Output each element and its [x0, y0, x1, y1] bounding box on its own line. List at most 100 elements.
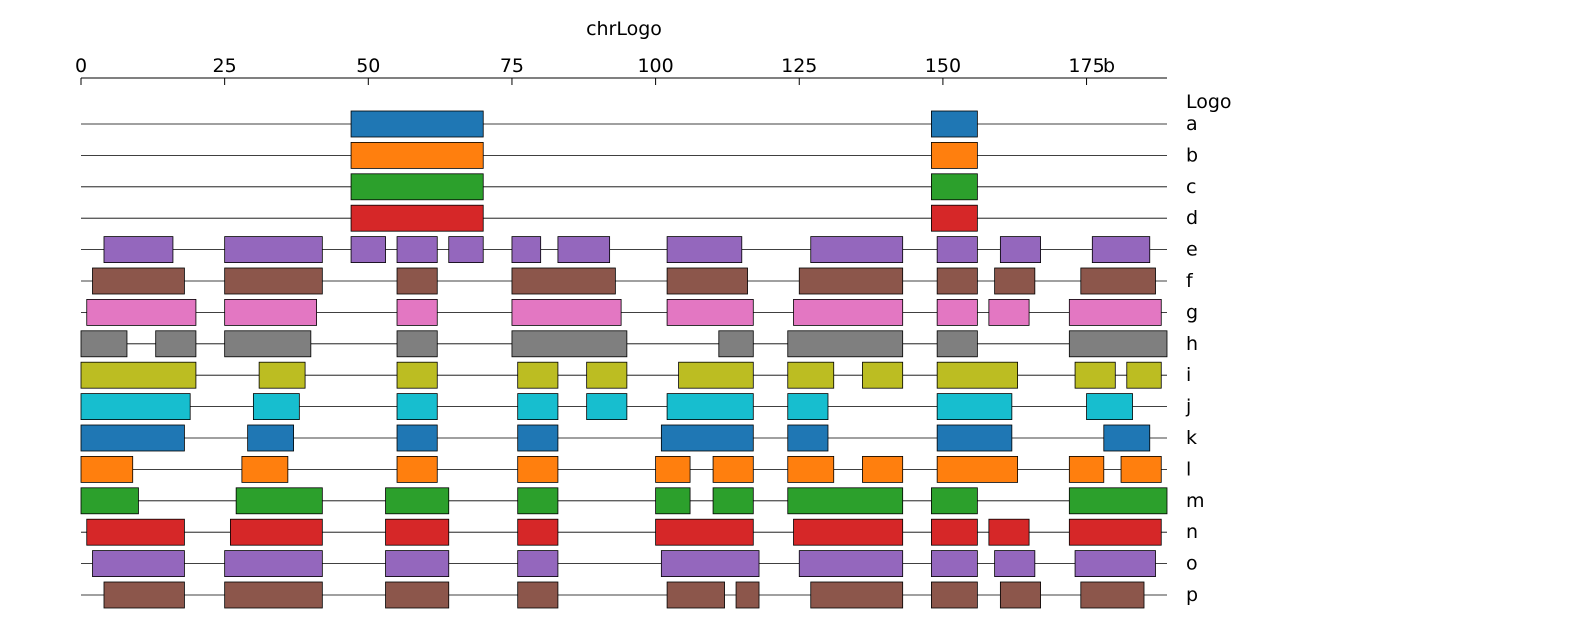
x-tick-label: 50	[356, 55, 380, 77]
segment-bar	[936, 330, 978, 358]
track-row-d: d	[81, 204, 1198, 232]
segment-bar	[931, 550, 978, 577]
segment-bar	[80, 330, 128, 358]
segment-bar	[931, 487, 978, 515]
segment-bar	[931, 173, 978, 201]
segment-bar	[396, 424, 438, 452]
track-row-n: n	[81, 518, 1198, 546]
segment-bar	[385, 487, 450, 515]
segment-bar	[235, 487, 323, 515]
segment-bar	[988, 518, 1030, 546]
track-label: j	[1185, 396, 1191, 418]
segment-bar	[396, 455, 438, 483]
segment-bar	[999, 236, 1041, 264]
track-label: i	[1186, 364, 1191, 386]
segment-bar	[1086, 393, 1133, 421]
segment-bar	[1126, 361, 1162, 389]
segment-bar	[517, 487, 559, 515]
segment-bar	[810, 581, 904, 609]
segment-bar	[155, 330, 197, 358]
segment-bar	[931, 581, 978, 609]
segment-bar	[511, 267, 616, 295]
segment-bar	[80, 487, 139, 515]
segment-bar	[660, 424, 754, 452]
segment-bar	[718, 330, 754, 358]
segment-bar	[586, 361, 628, 389]
segment-bar	[350, 173, 484, 201]
track-row-g: g	[81, 298, 1198, 326]
segment-bar	[224, 236, 323, 264]
segment-bar	[666, 236, 743, 264]
x-axis-ticks: 0 25 50 75 100 125 150 175	[75, 55, 1105, 85]
segment-bar	[385, 550, 450, 577]
segment-bar	[810, 236, 904, 264]
track-label: g	[1186, 301, 1198, 323]
segment-bar	[787, 393, 829, 421]
segment-bar	[517, 361, 559, 389]
track-label: a	[1186, 113, 1198, 135]
segment-bar	[80, 393, 191, 421]
track-row-o: o	[81, 550, 1198, 577]
segment-bar	[517, 424, 559, 452]
segment-bar	[517, 518, 559, 546]
segment-bar	[396, 361, 438, 389]
segment-bar	[798, 550, 904, 577]
track-label: p	[1186, 584, 1198, 606]
segment-bar	[80, 424, 185, 452]
segment-bar	[448, 236, 484, 264]
segment-bar	[350, 236, 386, 264]
track-row-b: b	[81, 141, 1198, 169]
segment-bar	[1068, 455, 1105, 483]
track-row-j: j	[80, 393, 1191, 421]
segment-bar	[1080, 581, 1145, 609]
segment-bar	[655, 455, 691, 483]
segment-bar	[517, 550, 559, 577]
segment-bar	[92, 267, 185, 295]
segment-bar	[793, 298, 904, 326]
segment-bar	[224, 298, 317, 326]
segment-bar	[931, 518, 978, 546]
track-row-i: i	[80, 361, 1191, 389]
segment-bar	[396, 298, 438, 326]
segment-bar	[1068, 298, 1162, 326]
track-label: b	[1186, 144, 1198, 166]
segment-bar	[396, 267, 438, 295]
segment-bar	[655, 487, 691, 515]
segment-bar	[511, 330, 628, 358]
segment-bar	[931, 204, 978, 232]
segment-bar	[678, 361, 754, 389]
track-label: d	[1186, 207, 1198, 229]
segment-bar	[862, 361, 904, 389]
track-label: c	[1186, 176, 1196, 198]
track-row-p: p	[81, 581, 1198, 609]
segment-bar	[86, 298, 197, 326]
segment-bar	[511, 236, 542, 264]
x-tick-label: 25	[213, 55, 237, 77]
x-tick-label: 100	[637, 55, 673, 77]
track-label: o	[1186, 553, 1198, 575]
segment-bar	[787, 455, 835, 483]
segment-bar	[936, 236, 978, 264]
segment-bar	[586, 393, 628, 421]
x-tick-label: 150	[925, 55, 961, 77]
segment-bar	[936, 424, 1013, 452]
segment-bar	[999, 581, 1041, 609]
segment-bar	[1074, 361, 1116, 389]
segment-bar	[1091, 236, 1151, 264]
x-tick-label: 75	[500, 55, 524, 77]
segment-bar	[712, 455, 754, 483]
segment-bar	[666, 298, 754, 326]
track-row-m: m	[80, 487, 1205, 515]
track-label: f	[1186, 270, 1194, 292]
segment-bar	[92, 550, 185, 577]
segment-bar	[103, 236, 174, 264]
segment-bar	[798, 267, 904, 295]
segment-bar	[396, 236, 438, 264]
segment-bar	[350, 204, 484, 232]
segment-bar	[936, 393, 1013, 421]
segment-bar	[787, 424, 829, 452]
segment-bar	[936, 455, 1019, 483]
track-row-k: k	[80, 424, 1197, 452]
